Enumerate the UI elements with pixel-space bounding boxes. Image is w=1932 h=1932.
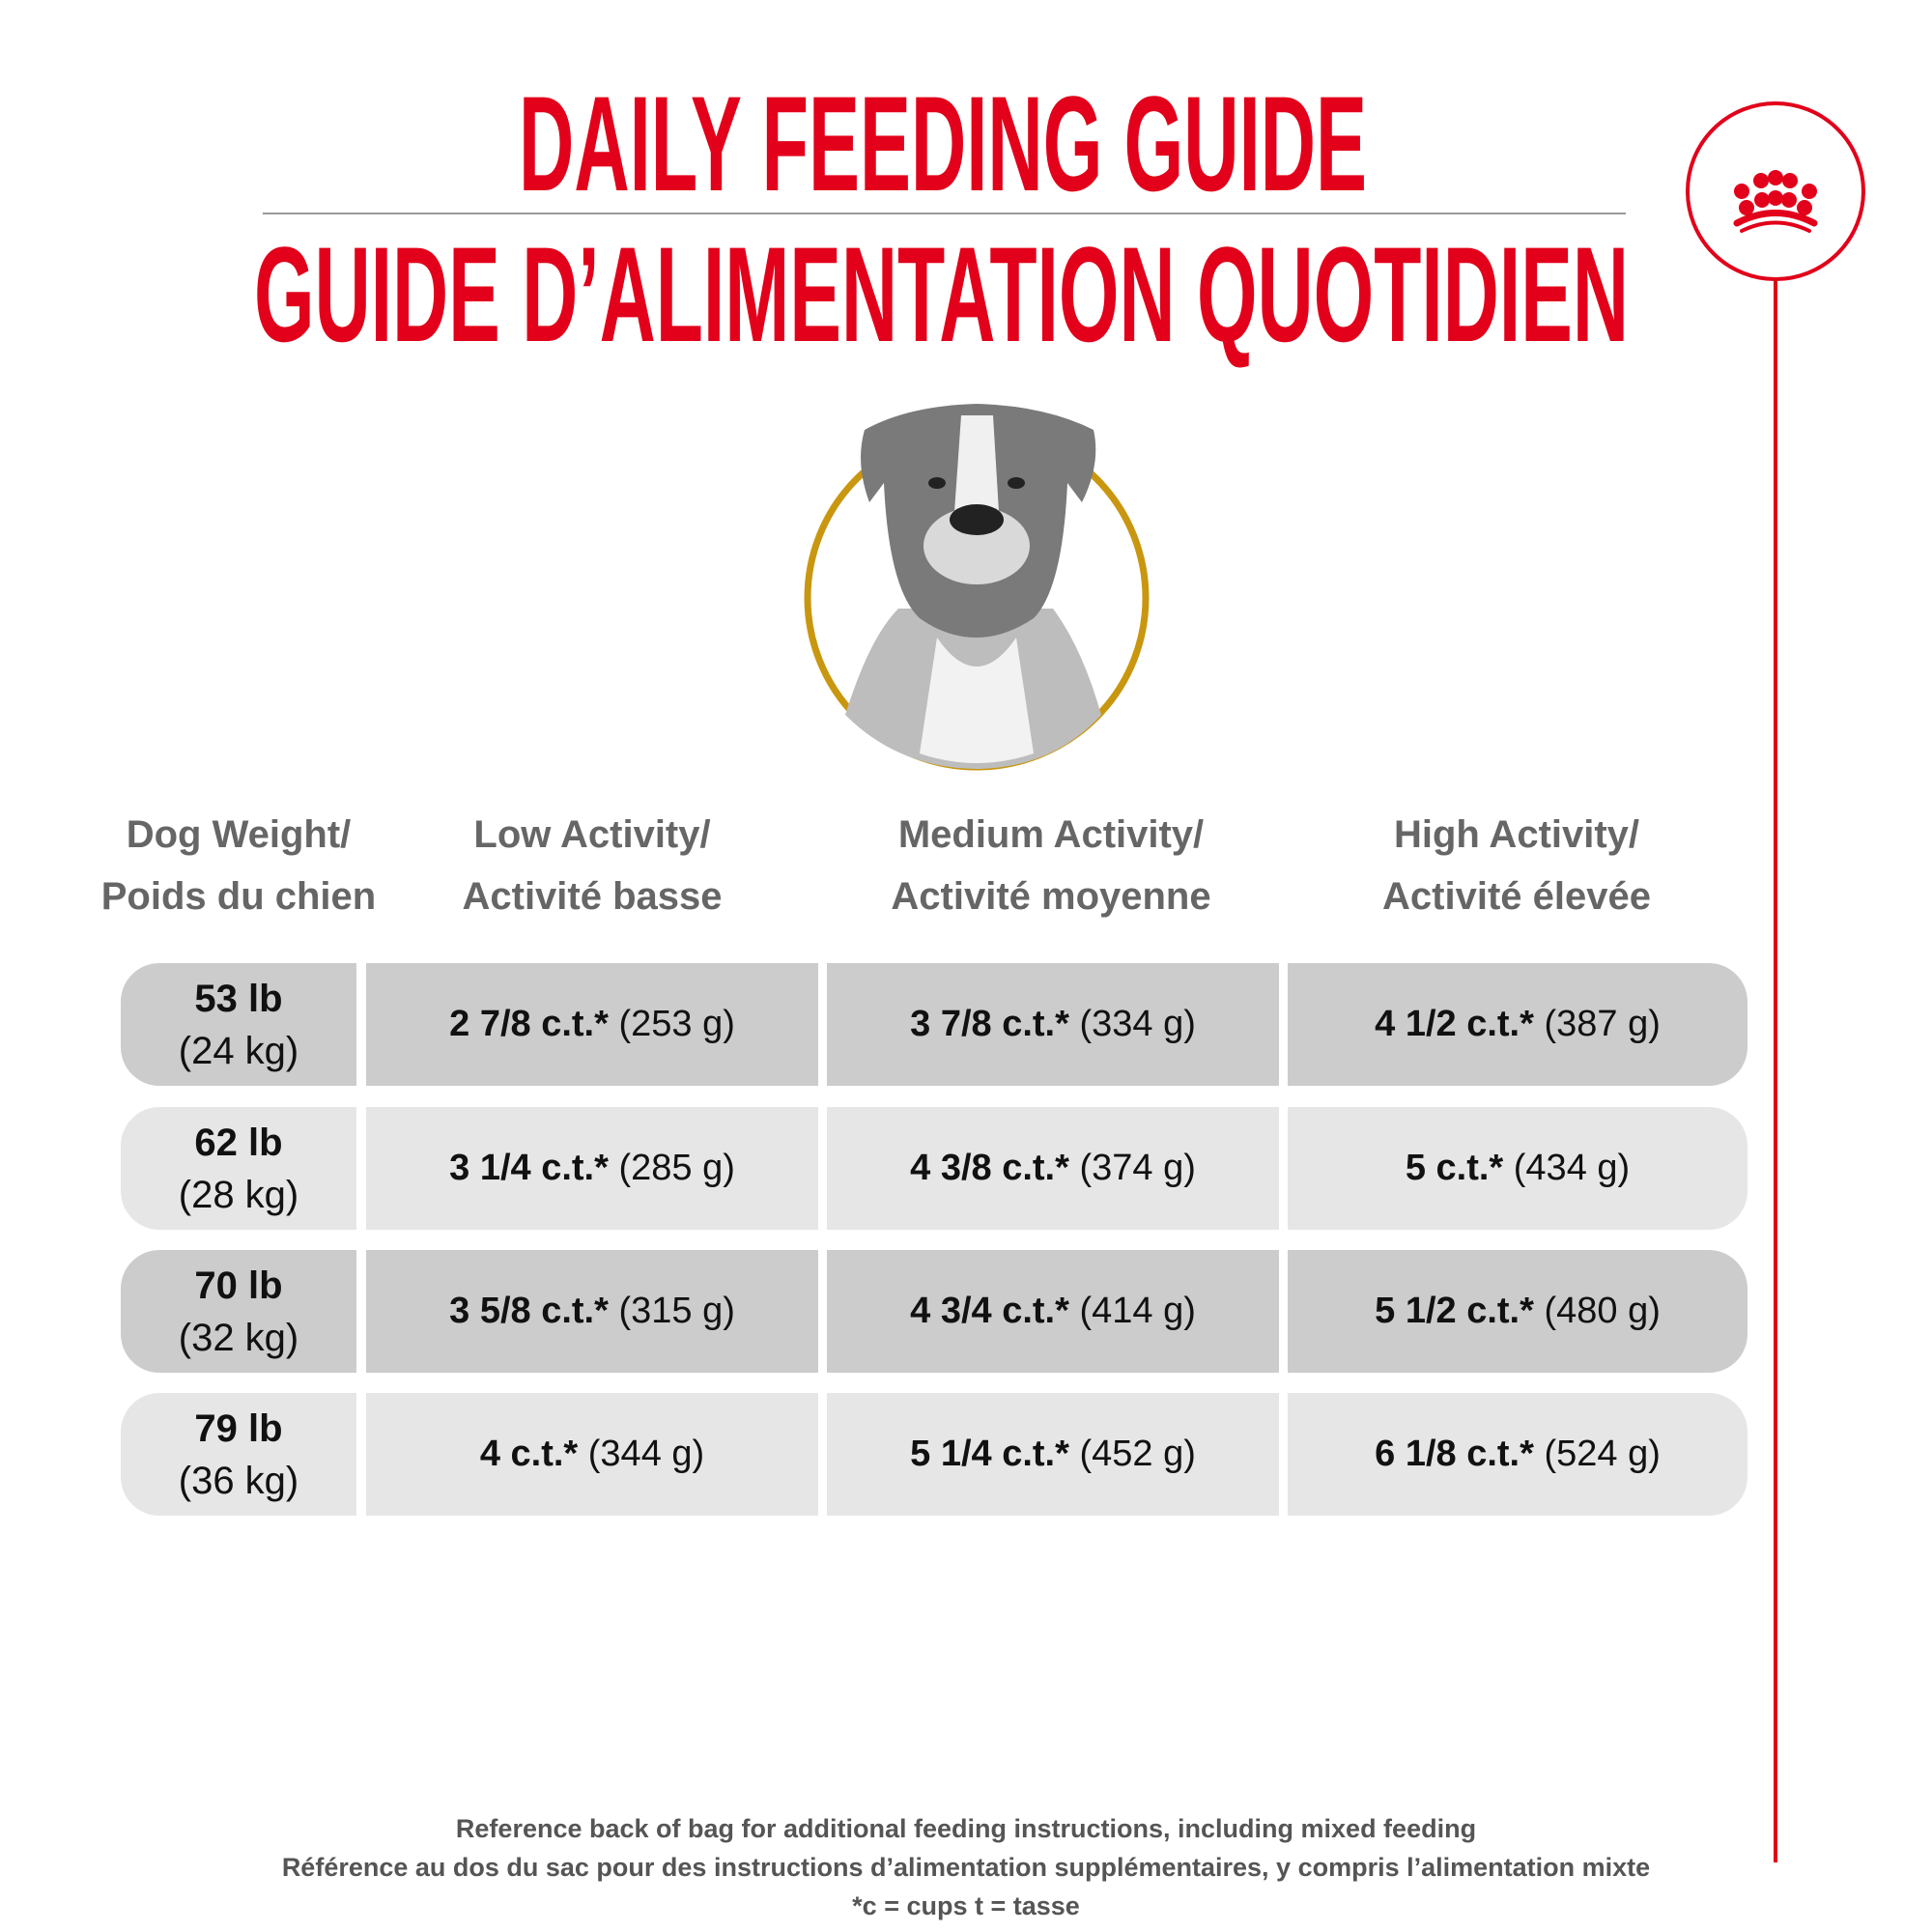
- column-header-low: Low Activity/ Activité basse: [462, 813, 723, 918]
- weight-kg: (28 kg): [178, 1173, 299, 1216]
- title-french: GUIDE D’ALIMENTATION QUOTIDIEN: [254, 224, 1629, 369]
- amount-low-activity: 4 c.t.* (344 g): [366, 1393, 818, 1516]
- amount-medium-activity: 4 3/4 c.t.* (414 g): [827, 1250, 1279, 1373]
- table-row: 62 lb (28 kg) 3 1/4 c.t.* (285 g) 4 3/8 …: [121, 1107, 1747, 1230]
- amount-grams: (524 g): [1544, 1434, 1661, 1474]
- column-header-medium: Medium Activity/ Activité moyenne: [891, 813, 1211, 918]
- column-header-weight: Dog Weight/ Poids du chien: [100, 813, 377, 918]
- amount-cups: 6 1/8 c.t.*: [1375, 1434, 1534, 1474]
- amount-cups: 4 1/2 c.t.*: [1375, 1004, 1534, 1044]
- amount-cups: 5 1/4 c.t.*: [910, 1434, 1069, 1474]
- svg-text:GUIDE D’ALIMENTATION QUOTIDIEN: GUIDE D’ALIMENTATION QUOTIDIEN: [254, 224, 1629, 369]
- weight-lb: 53 lb: [194, 977, 283, 1020]
- amount-cups: 3 7/8 c.t.*: [910, 1004, 1069, 1044]
- table-row: 70 lb (32 kg) 3 5/8 c.t.* (315 g) 4 3/4 …: [121, 1250, 1747, 1373]
- table-row: 79 lb (36 kg) 4 c.t.* (344 g) 5 1/4 c.t.…: [121, 1393, 1747, 1516]
- weight-kg: (32 kg): [178, 1316, 299, 1359]
- amount-cups: 2 7/8 c.t.*: [449, 1004, 609, 1044]
- weight-lb: 79 lb: [194, 1406, 283, 1450]
- amount-high-activity: 5 1/2 c.t.* (480 g): [1288, 1250, 1747, 1373]
- weight-cell: 53 lb (24 kg): [121, 963, 356, 1086]
- weight-cell: 79 lb (36 kg): [121, 1393, 356, 1516]
- amount-high-activity: 6 1/8 c.t.* (524 g): [1288, 1393, 1747, 1516]
- amount-cups: 5 1/2 c.t.*: [1375, 1291, 1534, 1331]
- amount-cups: 4 3/8 c.t.*: [910, 1148, 1069, 1188]
- weight-kg: (24 kg): [178, 1029, 299, 1072]
- amount-grams: (334 g): [1079, 1004, 1196, 1044]
- amount-medium-activity: 5 1/4 c.t.* (452 g): [827, 1393, 1279, 1516]
- amount-high-activity: 4 1/2 c.t.* (387 g): [1288, 963, 1747, 1086]
- amount-grams: (414 g): [1079, 1291, 1196, 1331]
- footer-note-english: Reference back of bag for additional fee…: [455, 1814, 1477, 1843]
- amount-grams: (315 g): [618, 1291, 735, 1331]
- amount-high-activity: 5 c.t.* (434 g): [1288, 1107, 1747, 1230]
- amount-cups: 4 3/4 c.t.*: [910, 1291, 1069, 1331]
- amount-grams: (480 g): [1544, 1291, 1661, 1331]
- weight-cell: 62 lb (28 kg): [121, 1107, 356, 1230]
- amount-low-activity: 2 7/8 c.t.* (253 g): [366, 963, 818, 1086]
- column-header-high: High Activity/ Activité élevée: [1382, 813, 1651, 918]
- amount-grams: (253 g): [618, 1004, 735, 1044]
- amount-cups: 3 1/4 c.t.*: [449, 1148, 609, 1188]
- footer-note-french: Référence au dos du sac pour des instruc…: [281, 1853, 1651, 1882]
- amount-grams: (434 g): [1513, 1148, 1631, 1188]
- amount-grams: (387 g): [1544, 1004, 1661, 1044]
- amount-low-activity: 3 5/8 c.t.* (315 g): [366, 1250, 818, 1373]
- dog-portrait: [804, 404, 1150, 771]
- brand-logo: [1686, 101, 1865, 1862]
- amount-medium-activity: 3 7/8 c.t.* (334 g): [827, 963, 1279, 1086]
- amount-grams: (452 g): [1079, 1434, 1196, 1474]
- weight-lb: 62 lb: [194, 1121, 283, 1164]
- amount-cups: 5 c.t.*: [1405, 1148, 1504, 1188]
- amount-cups: 3 5/8 c.t.*: [449, 1291, 609, 1331]
- title-english: DAILY FEEDING GUIDE: [519, 73, 1367, 218]
- svg-text:DAILY FEEDING GUIDE: DAILY FEEDING GUIDE: [519, 73, 1367, 218]
- amount-low-activity: 3 1/4 c.t.* (285 g): [366, 1107, 818, 1230]
- table-row: 53 lb (24 kg) 2 7/8 c.t.* (253 g) 3 7/8 …: [121, 963, 1747, 1086]
- amount-grams: (374 g): [1079, 1148, 1196, 1188]
- weight-kg: (36 kg): [178, 1459, 299, 1502]
- crown-icon: [1733, 170, 1818, 233]
- amount-medium-activity: 4 3/8 c.t.* (374 g): [827, 1107, 1279, 1230]
- weight-lb: 70 lb: [194, 1264, 283, 1307]
- weight-cell: 70 lb (32 kg): [121, 1250, 356, 1373]
- amount-cups: 4 c.t.*: [479, 1434, 579, 1474]
- amount-grams: (285 g): [618, 1148, 735, 1188]
- amount-grams: (344 g): [587, 1434, 705, 1474]
- footer-unit-legend: *c = cups t = tasse: [852, 1891, 1080, 1920]
- title-divider: [263, 213, 1626, 214]
